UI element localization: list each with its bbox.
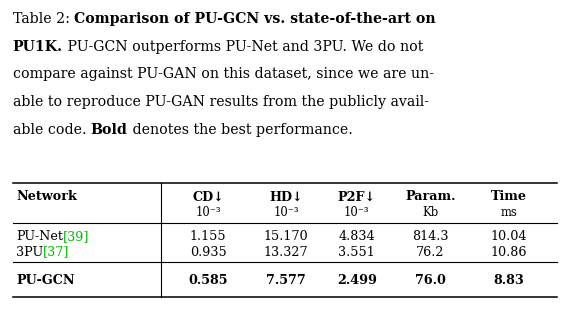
Text: Param.: Param. <box>405 190 455 203</box>
Text: Kb: Kb <box>422 206 438 219</box>
Text: PU-GCN outperforms PU-Net and 3PU. We do not: PU-GCN outperforms PU-Net and 3PU. We do… <box>63 40 423 54</box>
Text: Bold: Bold <box>91 123 128 137</box>
Text: 0.585: 0.585 <box>188 274 228 288</box>
Text: P2F↓: P2F↓ <box>338 190 376 203</box>
Text: 4.834: 4.834 <box>339 230 375 243</box>
Text: 8.83: 8.83 <box>494 274 524 288</box>
Text: Time: Time <box>491 190 527 203</box>
Text: able to reproduce PU-GAN results from the publicly avail-: able to reproduce PU-GAN results from th… <box>13 95 429 109</box>
Text: PU-Net: PU-Net <box>16 230 63 243</box>
Text: 10⁻³: 10⁻³ <box>196 206 221 219</box>
Text: 15.170: 15.170 <box>264 230 308 243</box>
Text: 76.0: 76.0 <box>415 274 446 288</box>
Text: 10.86: 10.86 <box>491 245 527 259</box>
Text: HD↓: HD↓ <box>270 190 303 203</box>
Text: 7.577: 7.577 <box>266 274 306 288</box>
Text: 3.551: 3.551 <box>339 245 375 259</box>
Text: able code.: able code. <box>13 123 91 137</box>
Text: PU-GCN: PU-GCN <box>16 274 75 288</box>
Text: 10⁻³: 10⁻³ <box>274 206 299 219</box>
Text: Table 2:: Table 2: <box>13 12 74 26</box>
Text: Comparison of PU-GCN vs. state-of-the-art on: Comparison of PU-GCN vs. state-of-the-ar… <box>74 12 435 26</box>
Text: 76.2: 76.2 <box>416 245 445 259</box>
Text: 10⁻³: 10⁻³ <box>344 206 369 219</box>
Text: 3PU: 3PU <box>16 245 43 259</box>
Text: 10.04: 10.04 <box>491 230 527 243</box>
Text: [37]: [37] <box>43 245 70 259</box>
Text: [39]: [39] <box>63 230 89 243</box>
Text: 1.155: 1.155 <box>190 230 226 243</box>
Text: CD↓: CD↓ <box>192 190 224 203</box>
Text: compare against PU-GAN on this dataset, since we are un-: compare against PU-GAN on this dataset, … <box>13 67 434 81</box>
Text: denotes the best performance.: denotes the best performance. <box>128 123 352 137</box>
Text: ms: ms <box>500 206 518 219</box>
Text: Network: Network <box>16 190 77 203</box>
Text: 13.327: 13.327 <box>264 245 308 259</box>
Text: 2.499: 2.499 <box>337 274 377 288</box>
Text: 814.3: 814.3 <box>412 230 449 243</box>
Text: PU1K.: PU1K. <box>13 40 63 54</box>
Text: 0.935: 0.935 <box>190 245 226 259</box>
